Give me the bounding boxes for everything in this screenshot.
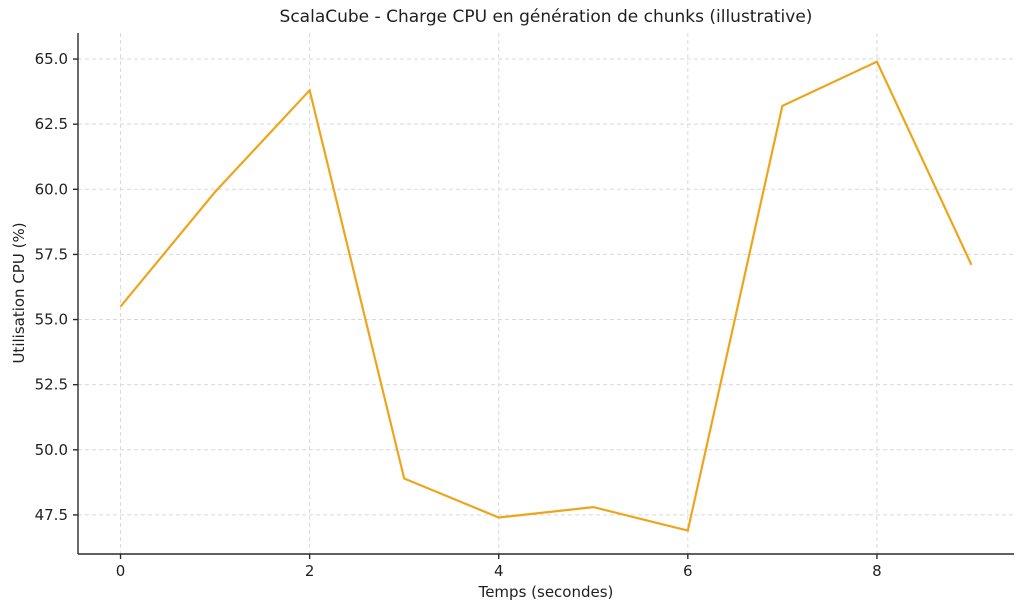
y-tick-label: 50.0: [35, 441, 68, 459]
y-tick-label: 62.5: [35, 115, 68, 133]
cpu-usage-line: [119, 60, 973, 532]
x-tick-label: 2: [305, 562, 315, 580]
x-tick-label: 6: [683, 562, 693, 580]
y-tick-label: 47.5: [35, 506, 68, 524]
x-tick-label: 4: [494, 562, 504, 580]
y-tick-label: 55.0: [35, 311, 68, 329]
y-tick-label: 52.5: [35, 376, 68, 394]
x-tick-label: 8: [872, 562, 882, 580]
x-tick-label: 0: [116, 562, 126, 580]
y-tick-label: 57.5: [35, 245, 68, 263]
y-tick-label: 60.0: [35, 180, 68, 198]
chart-title: ScalaCube - Charge CPU en génération de …: [279, 7, 813, 27]
y-tick-label: 65.0: [35, 50, 68, 68]
x-axis-label: Temps (secondes): [478, 583, 614, 601]
